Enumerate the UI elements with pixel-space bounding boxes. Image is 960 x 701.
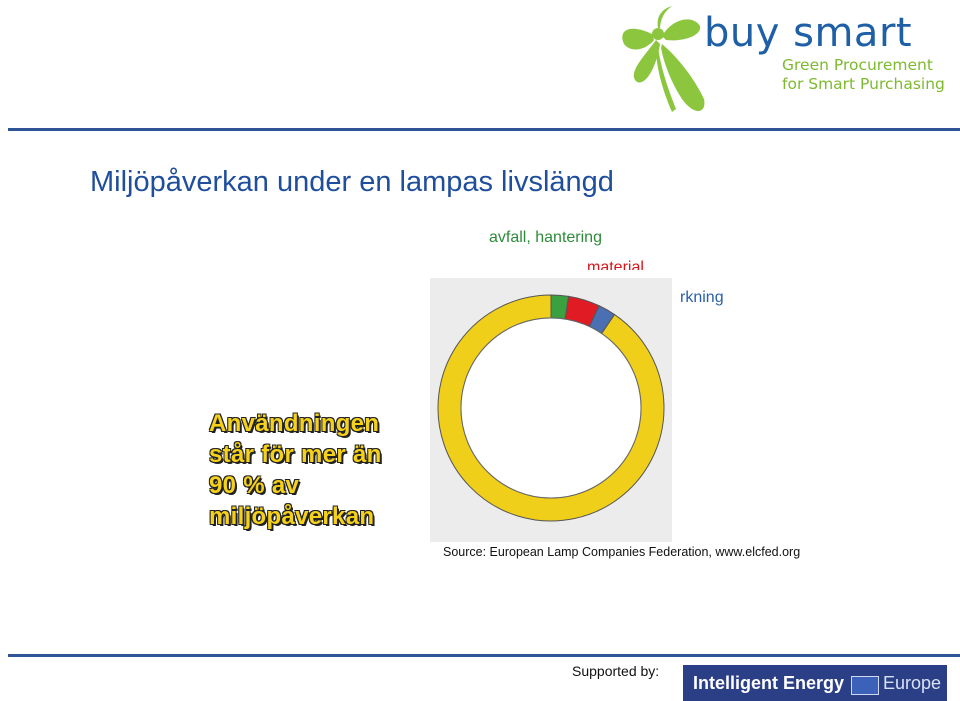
buy-smart-logo: buy smart Green Procurement for Smart Pu… bbox=[612, 4, 957, 122]
brand-tagline-line: Green Procurement bbox=[782, 56, 933, 74]
eu-flag-icon bbox=[851, 676, 879, 695]
callout-line: miljöpåverkan bbox=[209, 503, 375, 530]
brand-tagline: Green Procurement for Smart Purchasing bbox=[782, 56, 945, 94]
brand-name: buy smart bbox=[704, 10, 913, 56]
brand-tagline-line: for Smart Purchasing bbox=[782, 75, 945, 93]
intelligent-energy-europe-logo: Intelligent Energy Europe bbox=[683, 665, 947, 701]
program-region: Europe bbox=[883, 673, 942, 693]
usage-callout: Användningen står för mer än 90 % av mil… bbox=[209, 408, 382, 532]
callout-line: 90 % av bbox=[209, 472, 300, 499]
callout-line: Användningen bbox=[209, 410, 380, 437]
dragonfly-icon bbox=[622, 6, 705, 112]
chart-label-waste: avfall, hantering bbox=[489, 229, 602, 246]
callout-line: står för mer än bbox=[209, 441, 382, 468]
supported-by-label: Supported by: bbox=[572, 663, 660, 679]
donut-chart-svg bbox=[420, 270, 680, 550]
source-citation: Source: European Lamp Companies Federati… bbox=[443, 545, 801, 559]
slide-title: Miljöpåverkan under en lampas livslängd bbox=[90, 166, 614, 198]
footer-divider bbox=[8, 654, 960, 657]
donut-chart bbox=[420, 270, 680, 550]
program-name: Intelligent Energy bbox=[693, 673, 845, 693]
header-divider bbox=[8, 128, 960, 131]
donut-hole bbox=[460, 317, 642, 499]
